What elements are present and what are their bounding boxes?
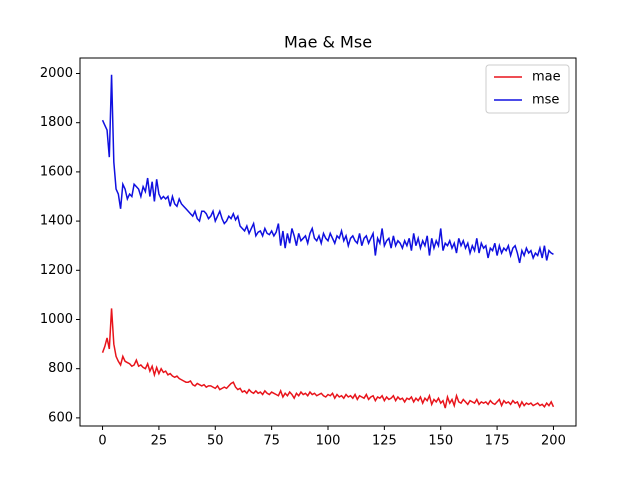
x-tick-label: 100: [316, 434, 341, 449]
y-tick-label: 2000: [40, 66, 73, 81]
x-tick-label: 150: [428, 434, 453, 449]
y-tick-label: 1200: [40, 263, 73, 278]
plot-frame: [79, 57, 577, 427]
x-tick-label: 50: [207, 434, 224, 449]
x-tick-label: 25: [151, 434, 168, 449]
y-tick-label: 1400: [40, 214, 73, 229]
y-tick-label: 1800: [40, 115, 73, 130]
data-line: [101, 308, 555, 409]
y-tick-label: 800: [48, 361, 73, 376]
y-tick-label: 600: [48, 410, 73, 425]
y-tick-label: 1600: [40, 164, 73, 179]
legend-label: mse: [532, 93, 559, 108]
x-tick-label: 75: [263, 434, 280, 449]
x-tick-label: 200: [541, 434, 566, 449]
y-tick-label: 1000: [40, 312, 73, 327]
x-tick-label: 0: [98, 434, 106, 449]
x-tick-label: 175: [485, 434, 510, 449]
chart-title: Mae & Mse: [284, 33, 372, 52]
legend-label: mae: [532, 70, 561, 85]
x-tick-label: 125: [372, 434, 397, 449]
data-line: [101, 74, 554, 264]
